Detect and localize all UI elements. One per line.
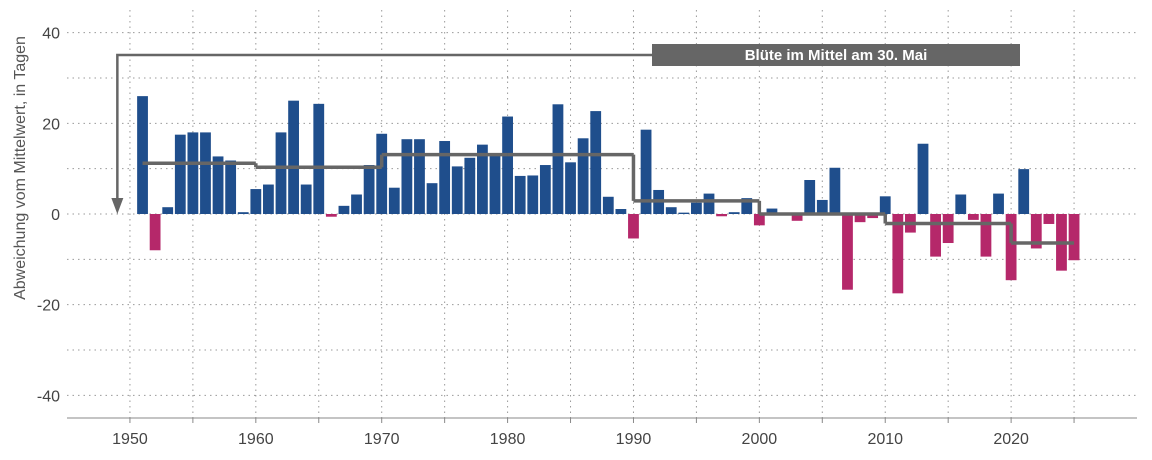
bar-1964	[300, 184, 312, 214]
bar-1977	[464, 157, 476, 214]
bar-1981	[514, 175, 526, 214]
bar-1996	[703, 193, 715, 214]
bar-1995	[691, 202, 702, 214]
bar-1985	[565, 162, 576, 214]
annotation-arrow-head	[111, 198, 124, 214]
bar-2019	[993, 193, 1004, 214]
bar-1957	[212, 156, 224, 214]
y-tick-label: 20	[42, 116, 60, 133]
bar-1988	[602, 196, 614, 214]
bar-1966	[325, 214, 337, 217]
bar-1980	[502, 116, 513, 214]
bar-1972	[401, 139, 413, 214]
x-tick-label: 1970	[364, 431, 400, 448]
bar-1999	[741, 198, 753, 214]
y-tick-label: 40	[42, 26, 60, 43]
bar-2004	[804, 180, 816, 214]
bar-2023	[1043, 214, 1055, 224]
bar-2022	[1030, 214, 1042, 249]
bar-2000	[753, 214, 765, 226]
bar-1979	[489, 154, 501, 214]
bar-1952	[149, 214, 161, 251]
bar-1951	[137, 96, 148, 214]
bar-2021	[1018, 169, 1030, 214]
bar-2016	[955, 194, 967, 214]
y-tick-label: -40	[37, 388, 60, 405]
bars	[137, 96, 1080, 294]
annotation-text: Blüte im Mittel am 30. Mai	[745, 47, 928, 64]
bar-1984	[552, 104, 564, 214]
x-tick-label: 1980	[490, 431, 526, 448]
bar-1983	[539, 165, 551, 214]
annotation: Blüte im Mittel am 30. Mai	[111, 44, 1020, 214]
bar-1998	[728, 212, 740, 214]
bar-2017	[967, 214, 979, 220]
bar-2025	[1068, 214, 1080, 261]
bar-1962	[275, 132, 287, 214]
bar-2001	[766, 208, 778, 214]
bar-2014	[930, 214, 941, 257]
bar-1978	[477, 144, 488, 214]
bar-1986	[577, 138, 589, 214]
bar-2013	[917, 143, 929, 214]
bar-2009	[867, 214, 879, 219]
bar-1965	[313, 103, 325, 214]
bar-1993	[665, 207, 677, 214]
annotation-box	[652, 44, 1020, 66]
bar-2018	[980, 214, 992, 257]
bar-2007	[842, 214, 853, 290]
bar-2015	[942, 214, 954, 244]
bar-1982	[527, 175, 539, 214]
bar-2011	[892, 214, 904, 294]
bar-1987	[590, 111, 602, 214]
bar-1971	[388, 187, 400, 214]
bar-1958	[225, 160, 237, 214]
bar-1991	[640, 129, 652, 214]
x-tick-label: 1950	[112, 431, 148, 448]
axes: 1950 1960 1970 1980 1990 2000 2010 2020 40 20 0 -20…	[37, 26, 1137, 448]
bar-2006	[829, 167, 841, 214]
annotation-arrow-line	[116, 53, 652, 200]
bar-1990	[628, 214, 639, 239]
decade-mean-lines	[142, 152, 1075, 245]
bar-1973	[414, 139, 425, 214]
bar-1997	[716, 214, 727, 217]
bar-1961	[263, 184, 274, 214]
bar-1953	[162, 207, 174, 214]
bar-2003	[791, 214, 803, 221]
bar-2010	[879, 196, 891, 214]
y-tick-label: -20	[37, 298, 60, 315]
bar-1975	[439, 141, 451, 214]
bar-1994	[678, 212, 690, 214]
x-tick-label: 2000	[742, 431, 778, 448]
bar-1956	[200, 132, 211, 214]
x-tick-label: 1990	[616, 431, 652, 448]
bar-1969	[363, 165, 375, 214]
bar-1963	[288, 100, 299, 214]
bar-1955	[187, 132, 199, 214]
bar-1954	[174, 134, 186, 214]
x-tick-label: 1960	[238, 431, 274, 448]
x-tick-label: 2010	[867, 431, 903, 448]
bar-1967	[338, 205, 350, 214]
bar-1959	[237, 212, 249, 214]
x-tick-label: 2020	[993, 431, 1029, 448]
bar-2020	[1005, 214, 1017, 281]
y-tick-label: 0	[51, 207, 60, 224]
bar-2008	[854, 214, 866, 223]
bar-1989	[615, 209, 627, 214]
bar-1976	[451, 166, 463, 214]
bar-1968	[351, 194, 362, 214]
y-axis-title: Abweichung vom Mittelwert, in Tagen	[12, 36, 29, 300]
bar-1960	[250, 189, 262, 214]
bar-2005	[816, 199, 828, 214]
bar-1970	[376, 133, 388, 214]
bar-1974	[426, 183, 438, 214]
